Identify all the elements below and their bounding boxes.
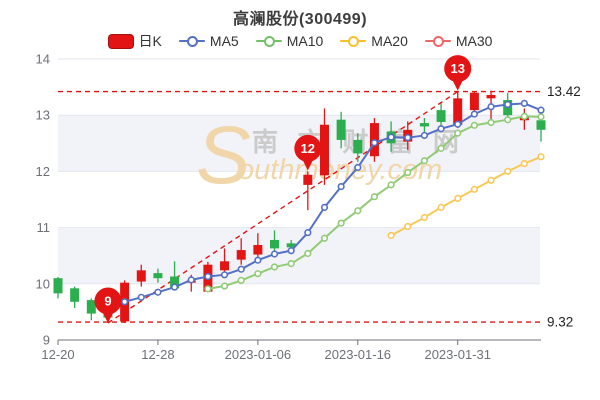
ma5-swatch: [178, 34, 205, 48]
marker-label: 12: [301, 141, 315, 156]
ma-line-ma20: [387, 153, 545, 240]
candle: [253, 233, 263, 259]
ma30-swatch: [424, 34, 451, 48]
legend-label: MA20: [371, 33, 408, 49]
y-tick-label: 10: [36, 276, 50, 291]
ref-line-label: 13.42: [547, 84, 581, 99]
chart-title: 高澜股份(300499): [232, 11, 368, 28]
y-tick-label: 9: [43, 333, 50, 348]
legend-label: MA10: [286, 33, 324, 49]
candle: [236, 238, 246, 265]
ref-line-label: 9.32: [547, 315, 573, 330]
legend-item-ma30[interactable]: MA30: [424, 33, 493, 49]
x-tick-label: 2023-01-06: [225, 347, 292, 362]
legend-item-ma5[interactable]: MA5: [178, 33, 239, 49]
plot-band: [58, 227, 540, 284]
trend-line: [107, 91, 459, 324]
x-axis: 12-20 12-28 2023-01-06 2023-01-16 2023-01-31: [41, 339, 541, 362]
candle: [220, 248, 230, 275]
candle: [153, 268, 163, 283]
candle: [86, 298, 96, 321]
candle: [53, 277, 63, 299]
x-tick-label: 12-28: [141, 347, 174, 362]
candle: [353, 133, 363, 162]
ma-line-ma10: [204, 112, 545, 293]
svg-text:S: S: [196, 110, 251, 201]
legend-label: MA30: [455, 33, 493, 49]
x-tick-label: 2023-01-31: [424, 347, 491, 362]
ma-line-ma5: [121, 99, 545, 306]
daily-k-swatch: [107, 34, 134, 49]
y-axis: 9 10 11 12 13 14: [36, 52, 50, 348]
legend-item-daily-k[interactable]: 日K: [107, 31, 162, 51]
x-tick-label: 12-20: [41, 347, 74, 362]
ma20-swatch: [340, 34, 367, 48]
candle: [319, 108, 329, 185]
legend-item-ma20[interactable]: MA20: [340, 33, 408, 49]
value-marker-9: 9: [94, 287, 122, 324]
legend: 日K MA5 MA10 MA20 MA30: [0, 31, 600, 51]
marker-label: 9: [104, 294, 111, 309]
legend-label: 日K: [138, 33, 162, 49]
marker-label: 13: [450, 61, 464, 76]
x-tick-label: 2023-01-16: [325, 347, 392, 362]
legend-label: MA5: [209, 33, 239, 49]
y-tick-label: 14: [36, 52, 50, 67]
value-marker-13: 13: [444, 55, 472, 91]
reference-lines: 13.42 9.32: [58, 84, 581, 330]
y-tick-label: 12: [36, 164, 50, 179]
candle: [336, 111, 346, 149]
candle: [70, 286, 80, 308]
candle: [270, 230, 280, 252]
candle: [303, 171, 313, 211]
candle: [136, 264, 146, 287]
y-tick-label: 13: [36, 108, 50, 123]
ma10-swatch: [255, 34, 282, 48]
y-tick-label: 11: [37, 220, 51, 235]
legend-item-ma10[interactable]: MA10: [255, 33, 324, 49]
value-marker-12: 12: [294, 134, 322, 171]
candle: [436, 103, 446, 129]
